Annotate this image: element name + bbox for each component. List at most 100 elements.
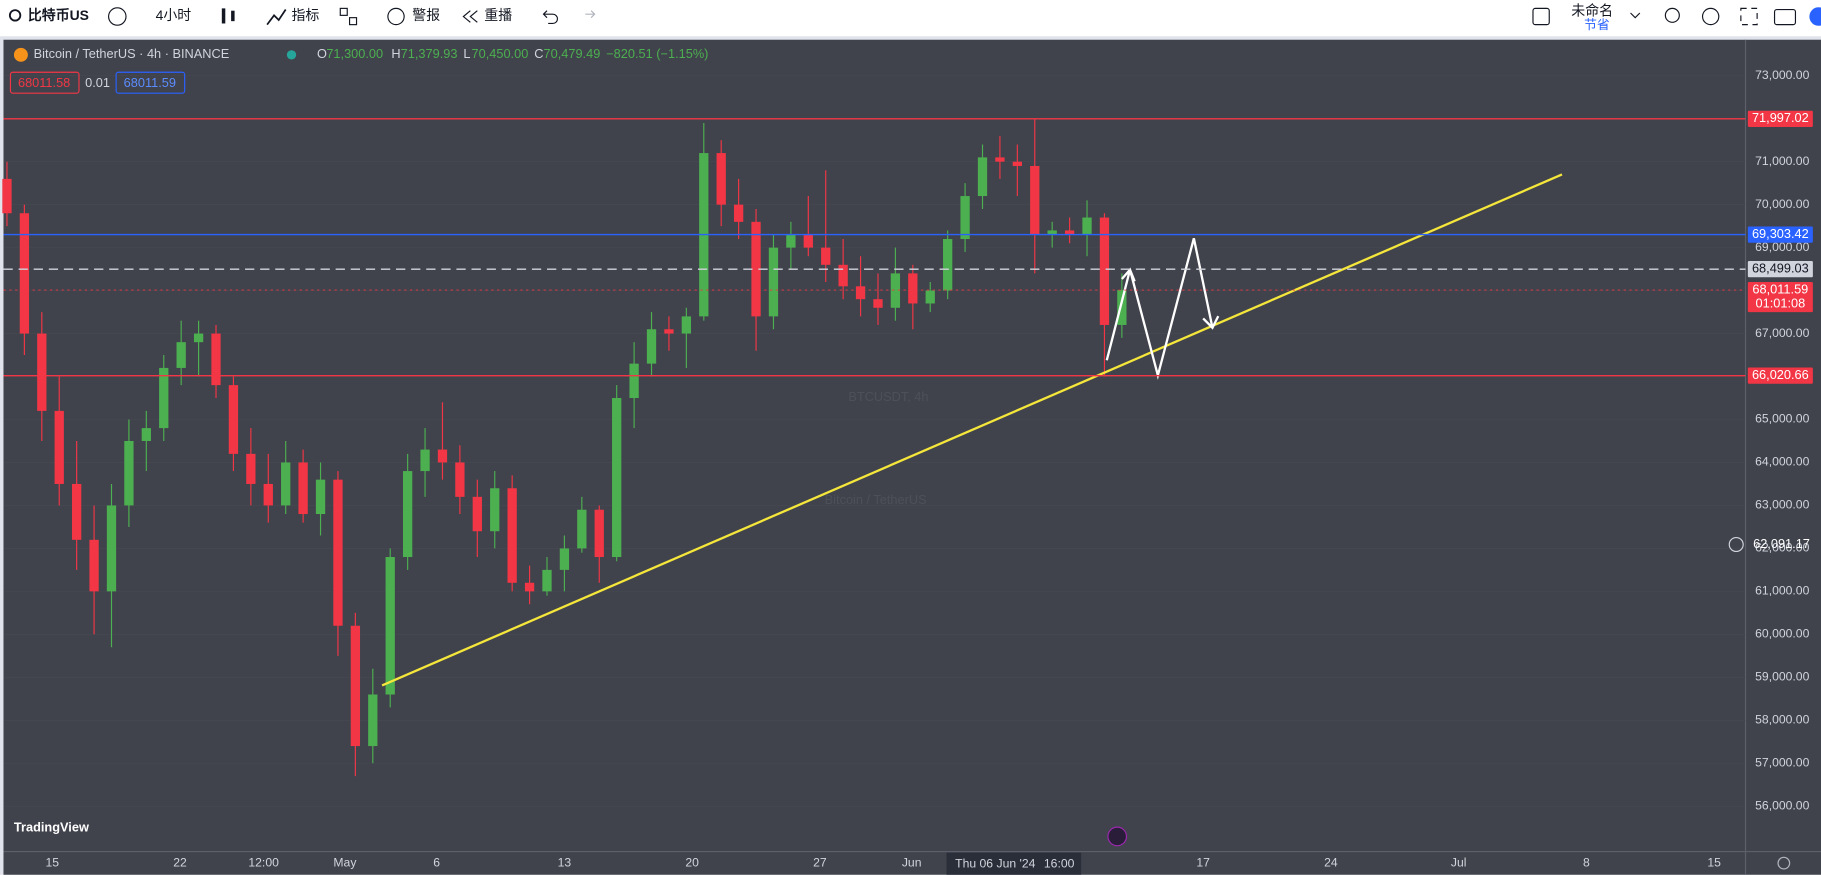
symbol-title[interactable]: Bitcoin / TetherUS · 4h · BINANCE bbox=[34, 46, 230, 61]
candle-body bbox=[298, 462, 308, 515]
candle-body bbox=[524, 582, 535, 592]
candle-body bbox=[402, 471, 413, 558]
candle-body bbox=[124, 440, 134, 506]
alert-button[interactable]: 警报 bbox=[412, 7, 440, 23]
layout-select[interactable] bbox=[1532, 7, 1550, 26]
c-value: 70,479.49 bbox=[544, 46, 601, 61]
candle-body bbox=[159, 367, 169, 429]
symbol-search[interactable]: 比特币US bbox=[28, 7, 89, 23]
interval[interactable]: 4小时 bbox=[156, 7, 192, 23]
candle-body bbox=[908, 273, 918, 304]
candle-body bbox=[281, 462, 291, 506]
candle-body bbox=[1064, 230, 1075, 235]
candle-body bbox=[106, 505, 117, 592]
save-label[interactable]: 节省 bbox=[1584, 17, 1610, 32]
candle-body bbox=[733, 204, 744, 222]
candle-body bbox=[1117, 290, 1127, 325]
x-tick-label: 27 bbox=[813, 855, 827, 869]
price-tag-label: 68,011.59 bbox=[1752, 281, 1808, 296]
axis-settings[interactable] bbox=[1777, 856, 1791, 870]
alert-icon bbox=[387, 7, 405, 26]
spread: 0.01 bbox=[85, 75, 110, 90]
candle-body bbox=[943, 239, 953, 291]
candle-body bbox=[385, 557, 395, 695]
y-tick-label: 67,000.00 bbox=[1755, 326, 1809, 340]
buy-price[interactable]: 68011.59 bbox=[124, 75, 176, 90]
templates-icon[interactable] bbox=[339, 7, 348, 16]
trend-line bbox=[381, 173, 1563, 687]
candle-body bbox=[803, 234, 813, 248]
watermark: BTCUSDT, 4h bbox=[848, 389, 928, 404]
l-key: L bbox=[463, 46, 470, 61]
publish[interactable] bbox=[1809, 7, 1821, 26]
sell-box[interactable] bbox=[9, 71, 80, 94]
candle-body bbox=[542, 569, 552, 592]
add-symbol[interactable] bbox=[108, 7, 127, 26]
watermark-sub: Bitcoin / TetherUS bbox=[825, 492, 927, 507]
x-tick-label: 12:00 bbox=[248, 855, 279, 869]
x-tick-label: 13 bbox=[558, 855, 572, 869]
price-tag bbox=[1747, 367, 1813, 384]
y-tick-label: 59,000.00 bbox=[1755, 670, 1809, 684]
candle-body bbox=[681, 316, 692, 334]
market-status bbox=[286, 50, 297, 60]
candle-body bbox=[141, 428, 151, 441]
candle-body bbox=[211, 333, 221, 386]
candle-body bbox=[19, 213, 30, 334]
candle-body bbox=[960, 196, 970, 240]
candle-body bbox=[263, 483, 273, 506]
countdown: 01:01:08 bbox=[1756, 295, 1806, 310]
tradingview-logo[interactable]: TradingView bbox=[14, 820, 89, 835]
candle-body bbox=[855, 286, 866, 300]
candle-body bbox=[507, 488, 517, 583]
candle-body bbox=[350, 625, 361, 747]
replay-icon bbox=[462, 10, 478, 23]
snapshot[interactable] bbox=[1773, 8, 1797, 26]
o-value: 71,300.00 bbox=[326, 46, 383, 61]
candle-body bbox=[368, 694, 378, 747]
sell-price[interactable]: 68011.58 bbox=[18, 75, 70, 90]
l-value: 70,450.00 bbox=[472, 46, 529, 61]
y-tick-label: 65,000.00 bbox=[1755, 412, 1809, 426]
layout-name[interactable]: 未命名 bbox=[1571, 3, 1613, 19]
candle-body bbox=[455, 462, 465, 497]
y-tick-label: 64,000.00 bbox=[1755, 455, 1809, 469]
fullscreen[interactable] bbox=[1740, 7, 1758, 26]
legend: Bitcoin / TetherUS · 4h · BINANCE O 71,3… bbox=[9, 46, 708, 94]
y-tick-label: 58,000.00 bbox=[1755, 713, 1809, 727]
chart-type-icon[interactable] bbox=[221, 8, 226, 24]
crosshair-time: Thu 06 Jun '24 bbox=[955, 857, 1035, 871]
candle-body bbox=[821, 247, 831, 265]
y-tick-label: 63,000.00 bbox=[1755, 498, 1809, 512]
candle-body bbox=[768, 247, 779, 317]
h-key: H bbox=[391, 46, 400, 61]
replay-button[interactable]: 重播 bbox=[484, 7, 512, 23]
x-tick-label: 6 bbox=[433, 855, 440, 869]
price-tag-label: 71,997.02 bbox=[1752, 110, 1809, 125]
x-tick-label: May bbox=[333, 855, 357, 869]
crosshair-time-box bbox=[946, 852, 1082, 875]
candle-body bbox=[577, 509, 587, 549]
chart-pane bbox=[3, 39, 1746, 852]
buy-box[interactable] bbox=[115, 71, 186, 94]
candle-body bbox=[559, 548, 570, 570]
x-tick-label: 20 bbox=[685, 855, 699, 869]
candle-body bbox=[472, 496, 482, 532]
x-tick-label: Jul bbox=[1451, 855, 1467, 869]
crosshair-add bbox=[1728, 536, 1744, 553]
candle-body bbox=[890, 273, 901, 308]
settings[interactable] bbox=[1701, 7, 1720, 26]
price-tag-label: 68,499.03 bbox=[1752, 261, 1809, 276]
candle-body bbox=[54, 410, 64, 484]
redo[interactable] bbox=[585, 10, 596, 19]
layout-menu[interactable] bbox=[1630, 12, 1641, 19]
event-marker[interactable] bbox=[1107, 826, 1128, 847]
y-tick-label: 73,000.00 bbox=[1755, 68, 1809, 82]
quick-search[interactable] bbox=[1664, 7, 1680, 23]
indicators-button[interactable]: 指标 bbox=[291, 7, 319, 23]
y-tick-label: 70,000.00 bbox=[1755, 197, 1809, 211]
symbol-icon bbox=[13, 47, 28, 62]
undo[interactable] bbox=[542, 10, 558, 25]
candle-body bbox=[89, 539, 99, 592]
y-tick-label: 56,000.00 bbox=[1755, 798, 1809, 812]
